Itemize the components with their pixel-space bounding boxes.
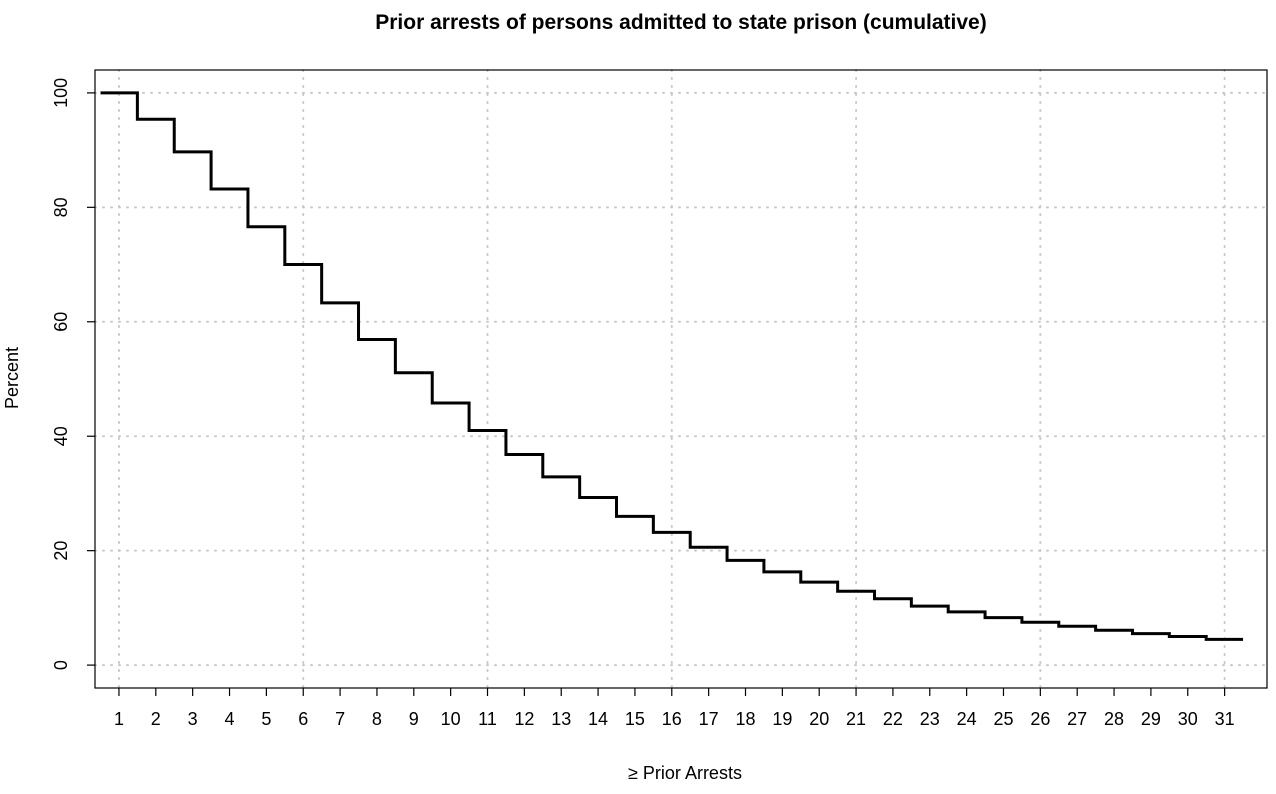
x-tick-label: 22	[883, 709, 903, 729]
x-tick-label: 20	[809, 709, 829, 729]
y-tick-label: 0	[51, 660, 71, 670]
x-tick-label: 31	[1215, 709, 1235, 729]
x-tick-label: 4	[225, 709, 235, 729]
x-tick-label: 21	[846, 709, 866, 729]
x-tick-label: 17	[699, 709, 719, 729]
x-tick-label: 29	[1141, 709, 1161, 729]
x-tick-label: 16	[662, 709, 682, 729]
x-tick-label: 9	[409, 709, 419, 729]
x-tick-label: 27	[1067, 709, 1087, 729]
x-tick-label: 15	[625, 709, 645, 729]
x-tick-label: 14	[588, 709, 608, 729]
x-tick-label: 23	[920, 709, 940, 729]
x-tick-label: 5	[261, 709, 271, 729]
y-axis-label: Percent	[2, 347, 22, 409]
grid-layer	[94, 69, 1268, 689]
x-tick-label: 1	[114, 709, 124, 729]
x-axis-label: ≥ Prior Arrests	[628, 763, 742, 783]
y-tick-label: 20	[51, 541, 71, 561]
x-tick-label: 3	[188, 709, 198, 729]
x-tick-label: 7	[335, 709, 345, 729]
x-tick-label: 24	[957, 709, 977, 729]
x-tick-label: 18	[735, 709, 755, 729]
series-layer	[100, 91, 1244, 641]
x-tick-label: 11	[478, 709, 497, 729]
x-tick-label: 25	[993, 709, 1013, 729]
x-tick-label: 2	[151, 709, 161, 729]
x-tick-label: 30	[1178, 709, 1198, 729]
x-tick-label: 19	[772, 709, 792, 729]
x-tick-label: 28	[1104, 709, 1124, 729]
y-tick-label: 80	[51, 197, 71, 217]
chart-title: Prior arrests of persons admitted to sta…	[375, 11, 986, 34]
y-tick-label: 60	[51, 312, 71, 332]
axis-layer: 1 2 3 4 5 6 7 8 9 10 11 12 13 14 15 16 17 18 19 20 21 22 23 24 2…	[51, 78, 1235, 729]
x-tick-label: 26	[1030, 709, 1050, 729]
x-tick-label: 6	[298, 709, 308, 729]
x-tick-label: 12	[514, 709, 534, 729]
x-tick-label: 8	[372, 709, 382, 729]
plot-frame	[94, 69, 1268, 689]
x-tick-label: 13	[551, 709, 571, 729]
x-tick-label: 10	[441, 709, 461, 729]
y-tick-label: 100	[51, 78, 71, 108]
series-step-line	[100, 91, 1244, 641]
y-tick-label: 40	[51, 426, 71, 446]
